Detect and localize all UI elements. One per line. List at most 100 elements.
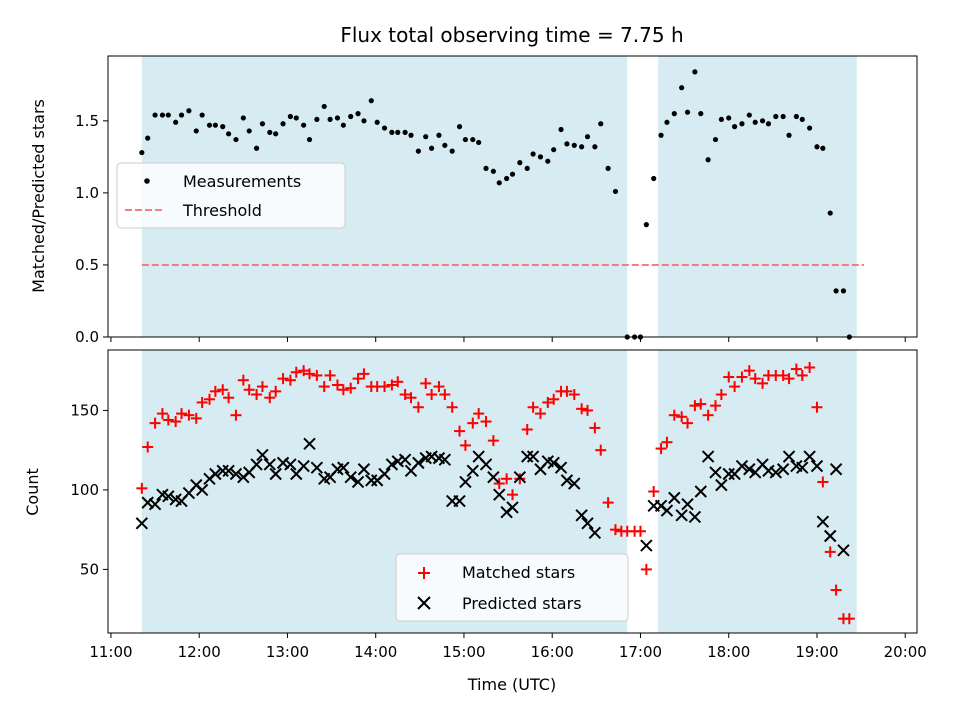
predicted-star-point xyxy=(506,501,519,514)
measurement-point xyxy=(233,136,239,143)
measurement-point xyxy=(267,129,273,135)
legend-predicted-label: Predicted stars xyxy=(462,594,582,613)
measurement-point xyxy=(246,128,252,134)
measurement-point xyxy=(643,222,649,228)
predicted-star-point xyxy=(660,504,674,517)
matched-star-point xyxy=(715,389,727,401)
predicted-star-point xyxy=(256,448,269,462)
matched-star-point xyxy=(749,373,761,385)
measurement-point xyxy=(752,119,758,125)
measurement-point xyxy=(159,112,166,118)
top-y-tick-label: 0.0 xyxy=(75,328,99,346)
matched-star-point xyxy=(548,393,560,405)
predicted-star-point xyxy=(297,459,310,473)
matched-star-point xyxy=(170,416,182,428)
measurement-point xyxy=(605,165,611,171)
matched-star-point xyxy=(830,584,842,596)
matched-star-point xyxy=(709,400,721,412)
bottom-y-axis-ticks: 50 100 150 xyxy=(70,401,108,578)
matched-star-point xyxy=(237,374,249,386)
measurement-point xyxy=(374,119,380,125)
matched-star-point xyxy=(217,384,229,396)
measurement-point xyxy=(240,115,246,121)
matched-star-point xyxy=(243,384,255,396)
chart-title: Flux total observing time = 7.75 h xyxy=(340,23,683,47)
predicted-star-point xyxy=(479,458,493,471)
matched-star-point xyxy=(251,389,263,401)
matched-star-point xyxy=(149,417,161,429)
matched-star-point xyxy=(203,393,215,405)
x-tick-label: 17:00 xyxy=(619,643,662,661)
matched-star-point xyxy=(824,546,836,558)
predicted-star-point xyxy=(588,526,602,540)
measurement-point xyxy=(726,115,732,121)
matched-star-point xyxy=(757,377,769,389)
bottom-y-tick-label: 50 xyxy=(80,560,99,578)
predicted-star-point xyxy=(310,461,324,474)
measurement-point xyxy=(449,148,455,154)
matched-star-point xyxy=(661,436,673,448)
matched-star-point xyxy=(634,525,646,537)
matched-star-point xyxy=(392,376,404,388)
predicted-star-point xyxy=(162,490,175,503)
matched-star-point xyxy=(487,435,499,447)
measurement-point xyxy=(259,121,266,127)
measurement-point xyxy=(199,112,205,118)
measurement-point xyxy=(293,115,299,121)
measurement-point xyxy=(389,129,395,135)
matched-star-point xyxy=(412,401,424,413)
matched-star-point xyxy=(804,361,816,373)
matched-star-point xyxy=(324,369,336,381)
measurement-point xyxy=(280,121,286,127)
measurement-point xyxy=(348,113,354,120)
measurement-point xyxy=(537,154,544,160)
predicted-star-point xyxy=(709,466,722,479)
predicted-star-point xyxy=(513,470,527,484)
measurement-point xyxy=(671,111,677,117)
measurement-point xyxy=(314,116,320,123)
measurement-point xyxy=(415,148,421,154)
matched-star-point xyxy=(405,392,417,404)
matched-star-point xyxy=(426,389,438,401)
predicted-star-point xyxy=(351,475,365,489)
predicted-star-point xyxy=(803,450,816,463)
predicted-star-point xyxy=(743,463,756,476)
matched-star-point xyxy=(695,398,707,410)
measurement-point xyxy=(799,116,805,123)
measurement-point xyxy=(368,98,374,104)
observing-window-bottom-2 xyxy=(658,350,857,633)
matched-star-point xyxy=(156,408,168,420)
matched-star-point xyxy=(582,404,594,416)
predicted-star-point xyxy=(250,458,263,471)
predicted-star-point xyxy=(466,464,479,478)
predicted-star-point xyxy=(493,488,506,501)
predicted-star-point xyxy=(554,461,568,474)
predicted-star-point xyxy=(276,456,290,470)
predicted-star-point xyxy=(782,450,796,463)
measurement-point xyxy=(173,119,179,125)
predicted-star-point xyxy=(269,467,282,481)
measurement-point xyxy=(334,115,341,121)
measurement-point xyxy=(327,116,333,123)
measurement-point xyxy=(827,210,833,216)
matched-star-point xyxy=(668,409,680,421)
predicted-star-point xyxy=(216,464,229,478)
matched-star-point xyxy=(609,524,621,536)
measurement-point xyxy=(152,112,158,118)
matched-star-point xyxy=(811,401,823,413)
x-tick-label: 12:00 xyxy=(178,643,221,661)
measurement-point xyxy=(712,136,719,143)
measurement-point xyxy=(476,139,482,146)
predicted-star-point xyxy=(688,510,702,524)
measurement-point xyxy=(564,141,570,147)
top-y-tick-label: 1.0 xyxy=(75,184,99,202)
predicted-star-point xyxy=(284,458,297,471)
predicted-star-point xyxy=(337,461,350,474)
predicted-star-point xyxy=(776,463,790,476)
predicted-star-point xyxy=(568,477,581,490)
predicted-star-point xyxy=(829,463,843,476)
matched-star-point xyxy=(467,417,479,429)
predicted-star-point xyxy=(796,461,809,474)
